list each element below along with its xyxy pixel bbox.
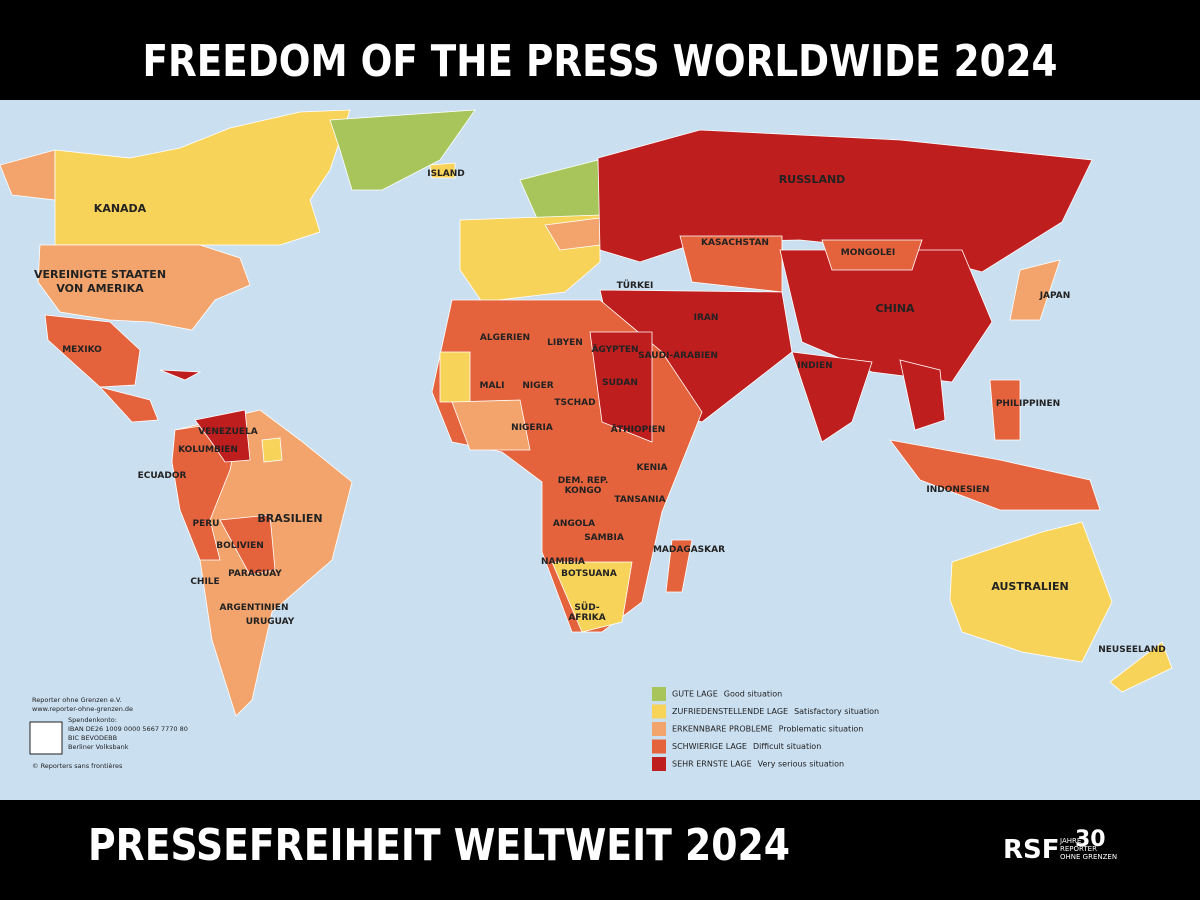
country-label: TANSANIA — [614, 495, 665, 505]
legend-label: GUTE LAGE — [672, 690, 718, 699]
qr-code — [29, 721, 63, 755]
header-bar — [0, 0, 1200, 100]
country-label: ISLAND — [427, 169, 465, 179]
legend-swatch — [652, 739, 666, 754]
country-label: NIGER — [522, 381, 553, 391]
country-label: MONGOLEI — [841, 248, 895, 258]
country-label: AUSTRALIEN — [991, 580, 1068, 593]
country-label: MALI — [479, 381, 504, 391]
legend-swatch — [652, 687, 666, 701]
credit-line: www.reporter-ohne-grenzen.de — [32, 705, 133, 713]
credit-line: Reporter ohne Grenzen e.V. — [32, 696, 122, 704]
legend-swatch — [652, 757, 666, 771]
country-label: PARAGUAY — [228, 569, 282, 579]
country-label: VENEZUELA — [198, 427, 258, 437]
credit-line: Spendenkonto: — [68, 716, 117, 724]
country-label: NAMIBIA — [541, 557, 585, 567]
country-label: BOLIVIEN — [216, 541, 264, 551]
countries — [0, 109, 1173, 717]
logo-text: REPORTER — [1060, 845, 1097, 853]
country-label: PHILIPPINEN — [996, 399, 1060, 409]
country-label: TSCHAD — [554, 398, 595, 408]
legend-translation: Problematic situation — [779, 725, 864, 734]
country-label: ECUADOR — [138, 471, 187, 481]
legend-label: ZUFRIEDENSTELLENDE LAGE — [672, 707, 788, 716]
footer-bar — [0, 800, 1200, 900]
country-label: CHINA — [875, 302, 915, 315]
country-label: VEREINIGTE STAATEN — [34, 268, 166, 281]
country-label: IRAN — [694, 313, 719, 323]
country-label: RUSSLAND — [779, 173, 846, 186]
country-label: DEM. REP. — [558, 476, 609, 486]
legend-label: SCHWIERIGE LAGE — [672, 742, 747, 751]
country-label: JAPAN — [1039, 291, 1071, 301]
logo-text: OHNE GRENZEN — [1060, 853, 1117, 861]
credit-line: BIC BEVODEBB — [68, 734, 117, 742]
country-label: KOLUMBIEN — [178, 445, 238, 455]
header-title: FREEDOM OF THE PRESS WORLDWIDE 2024 — [143, 36, 1058, 87]
country-label: ARGENTINIEN — [219, 603, 288, 613]
logo-years: 30 — [1075, 827, 1106, 852]
logo: RSF — [1003, 835, 1060, 865]
country-label: INDONESIEN — [926, 485, 989, 495]
country-label: LIBYEN — [547, 338, 583, 348]
country-label: AFRIKA — [568, 613, 605, 623]
credit-line: © Reporters sans frontières — [32, 762, 123, 770]
country-label: SÜD- — [574, 602, 599, 613]
credit-line: Berliner Volksbank — [68, 743, 129, 751]
legend-swatch — [652, 704, 666, 719]
legend-swatch — [652, 722, 666, 736]
country-label: URUGUAY — [246, 617, 295, 627]
footer-title: PRESSEFREIHEIT WELTWEIT 2024 — [88, 820, 790, 871]
country-label: ANGOLA — [553, 519, 595, 529]
legend-label: ERKENNBARE PROBLEME — [672, 725, 773, 734]
country-label: SUDAN — [602, 378, 638, 388]
country-label: KENIA — [637, 463, 668, 473]
country-label: INDIEN — [797, 361, 832, 371]
country-label: SAMBIA — [584, 533, 624, 543]
country-label: BRASILIEN — [257, 512, 322, 525]
legend-translation: Very serious situation — [758, 760, 844, 769]
country-label: KASACHSTAN — [701, 238, 769, 248]
country-label: BOTSUANA — [561, 569, 617, 579]
legend-translation: Difficult situation — [753, 742, 821, 751]
legend-label: SEHR ERNSTE LAGE — [672, 760, 752, 769]
credit-line: IBAN DE26 1009 0000 5667 7770 80 — [68, 725, 188, 733]
logo-text: JAHRE — [1059, 837, 1081, 845]
country-label: MEXIKO — [62, 345, 102, 355]
country-label: ALGERIEN — [480, 333, 530, 343]
legend-translation: Satisfactory situation — [794, 707, 879, 716]
country-label: NEUSEELAND — [1098, 645, 1165, 655]
country-label: SAUDI-ARABIEN — [638, 351, 718, 361]
country-label: NIGERIA — [511, 423, 553, 433]
legend-translation: Good situation — [724, 690, 782, 699]
country-label: KANADA — [94, 202, 147, 215]
country-label: CHILE — [190, 577, 219, 587]
country-label: ÄTHIOPIEN — [611, 424, 666, 435]
country-label: KONGO — [565, 486, 602, 496]
country-label: ÄGYPTEN — [591, 344, 638, 355]
country-label: VON AMERIKA — [56, 282, 144, 295]
country-label: MADAGASKAR — [653, 545, 725, 555]
country-label: PERU — [193, 519, 220, 529]
country-label: TÜRKEI — [617, 280, 654, 291]
